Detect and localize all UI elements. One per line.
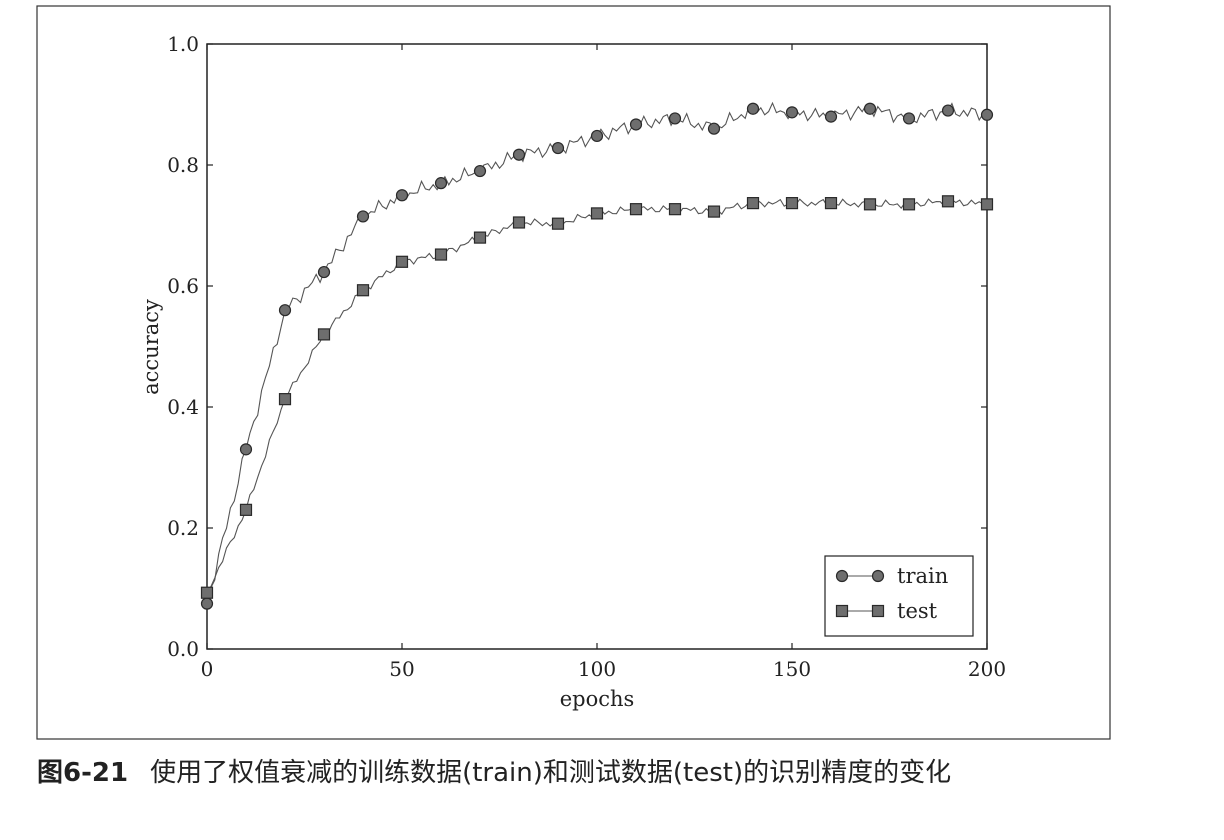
x-tick-label: 100 bbox=[578, 657, 616, 681]
test-point bbox=[785, 197, 799, 210]
test-point bbox=[707, 205, 721, 218]
test-point bbox=[941, 195, 955, 208]
x-tick-label: 0 bbox=[201, 657, 214, 681]
test-point bbox=[317, 328, 331, 341]
y-tick-label: 1.0 bbox=[167, 32, 199, 56]
y-tick-label: 0.4 bbox=[167, 395, 199, 419]
test-point bbox=[200, 586, 214, 599]
train-point bbox=[551, 141, 565, 155]
train-point bbox=[239, 443, 253, 456]
train-point bbox=[200, 597, 214, 610]
test-point bbox=[239, 503, 253, 516]
train-point bbox=[863, 102, 877, 115]
train-point bbox=[941, 104, 955, 117]
y-tick-label: 0.0 bbox=[167, 637, 199, 661]
y-tick-label: 0.8 bbox=[167, 153, 199, 177]
figure-caption: 图6-21 使用了权值衰减的训练数据(train)和测试数据(test)的识别精度… bbox=[37, 752, 951, 789]
test-point bbox=[980, 198, 994, 211]
test-point bbox=[629, 203, 643, 216]
x-tick-label: 50 bbox=[389, 657, 414, 681]
test-point bbox=[434, 248, 448, 261]
train-point bbox=[785, 106, 799, 119]
legend-marker-test bbox=[835, 604, 849, 618]
caption-number: 图6-21 bbox=[37, 758, 129, 788]
y-tick-label: 0.2 bbox=[167, 516, 199, 540]
test-point bbox=[902, 198, 916, 211]
test-point bbox=[824, 197, 838, 210]
legend-marker-train bbox=[871, 569, 885, 583]
test-point bbox=[746, 197, 760, 210]
train-series-line bbox=[206, 101, 988, 604]
train-point bbox=[512, 148, 526, 161]
legend-marker-train bbox=[835, 569, 849, 583]
train-point bbox=[746, 102, 760, 115]
x-axis-label: epochs bbox=[560, 687, 635, 711]
accuracy-chart: 0 50 100 150 200 0.0 0.2 0.4 0.6 0.8 1.0 epochs ac… bbox=[36, 5, 1111, 740]
train-point bbox=[278, 304, 292, 317]
figure-frame bbox=[36, 5, 1111, 740]
legend-marker-test bbox=[871, 604, 885, 618]
legend-label-train: train bbox=[897, 564, 948, 588]
test-point bbox=[863, 198, 877, 211]
train-point bbox=[356, 210, 370, 223]
test-point bbox=[473, 231, 487, 244]
test-point bbox=[551, 217, 565, 230]
test-point bbox=[278, 393, 292, 406]
test-point bbox=[668, 203, 682, 216]
caption-text: 使用了权值衰减的训练数据(train)和测试数据(test)的识别精度的变化 bbox=[150, 758, 952, 788]
train-point bbox=[395, 189, 409, 202]
y-axis-label: accuracy bbox=[139, 299, 163, 395]
test-point bbox=[512, 216, 526, 229]
train-point bbox=[629, 118, 643, 131]
legend: train test bbox=[824, 555, 974, 637]
train-point bbox=[590, 129, 604, 143]
legend-label-test: test bbox=[897, 599, 938, 623]
test-point bbox=[590, 207, 604, 220]
train-point bbox=[824, 110, 838, 123]
legend-box bbox=[824, 555, 974, 637]
x-tick-label: 200 bbox=[968, 657, 1006, 681]
train-point bbox=[473, 164, 487, 178]
train-point bbox=[980, 108, 994, 121]
y-tick-label: 0.6 bbox=[167, 274, 199, 298]
train-point bbox=[668, 112, 682, 125]
test-point bbox=[395, 255, 409, 268]
train-point bbox=[434, 177, 448, 190]
train-point bbox=[317, 265, 331, 279]
train-point bbox=[707, 122, 721, 135]
train-point bbox=[902, 112, 916, 125]
x-tick-label: 150 bbox=[773, 657, 811, 681]
test-series-line bbox=[206, 198, 988, 593]
test-point bbox=[356, 284, 370, 297]
